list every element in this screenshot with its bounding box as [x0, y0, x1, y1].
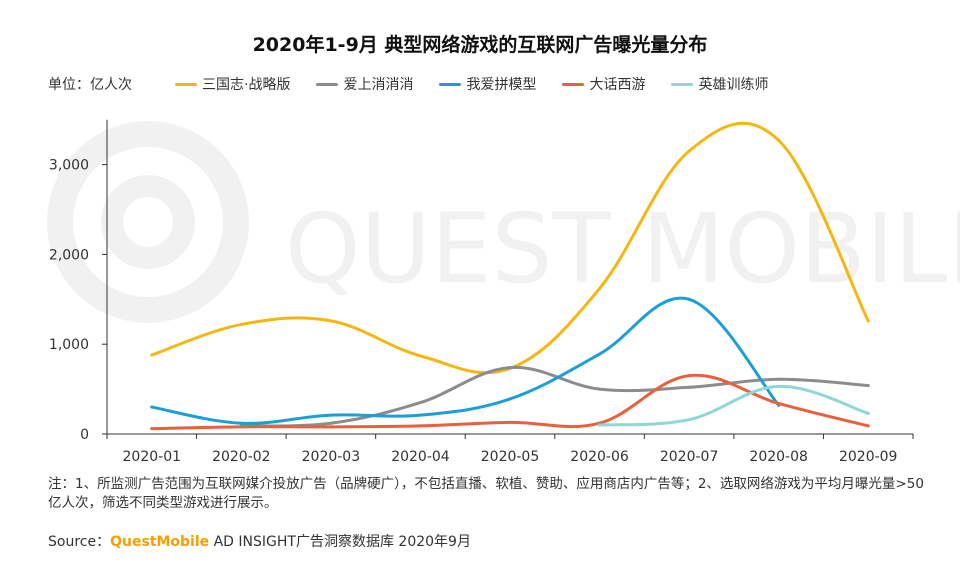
data-point	[329, 425, 333, 429]
data-point	[508, 366, 512, 370]
data-point	[418, 354, 422, 358]
legend-item: 三国志·战略版	[175, 74, 290, 94]
source-suffix: AD INSIGHT广告洞察数据库 2020年9月	[209, 534, 471, 550]
data-point	[866, 411, 870, 415]
data-point	[418, 401, 422, 405]
legend-item: 英雄训练师	[671, 74, 768, 94]
series-line	[239, 365, 870, 428]
legend-item: 爱上消消消	[316, 74, 413, 94]
watermark: QUEST MOBILE	[47, 121, 960, 323]
legend-label: 爱上消消消	[343, 77, 414, 93]
data-point	[329, 319, 333, 323]
source-prefix: Source：	[48, 534, 111, 550]
data-point	[329, 413, 333, 417]
data-point	[866, 319, 870, 323]
data-point	[239, 421, 243, 425]
x-tick-label: 2020-09	[839, 449, 898, 465]
data-point	[687, 149, 691, 153]
data-point	[239, 425, 243, 429]
data-point	[687, 418, 691, 422]
data-point	[150, 353, 154, 357]
unit-label: 单位：亿人次	[48, 77, 132, 93]
legend-swatch	[316, 82, 339, 86]
legend-item: 大话西游	[562, 74, 645, 94]
data-point	[150, 405, 154, 409]
legend-swatch	[439, 82, 462, 86]
x-tick-label: 2020-07	[660, 449, 719, 465]
legend-swatch	[562, 82, 585, 86]
data-point	[777, 401, 781, 405]
chart-legend: 三国志·战略版 爱上消消消 我爱拼模型 大话西游 英雄训练师	[175, 74, 794, 94]
series-line	[150, 296, 781, 425]
data-point	[777, 384, 781, 388]
x-tick-label: 2020-05	[481, 449, 540, 465]
series-line	[150, 373, 870, 431]
legend-item: 我爱拼模型	[439, 74, 536, 94]
legend-label: 我爱拼模型	[466, 77, 537, 93]
data-point	[866, 424, 870, 428]
y-tick-label: 2,000	[49, 247, 89, 263]
legend-label: 英雄训练师	[698, 77, 769, 93]
data-point	[777, 138, 781, 142]
chart-title: 2020年1-9月 典型网络游戏的互联网广告曝光量分布	[252, 34, 708, 56]
footnote: 注：1、所监测广告范围为互联网媒介投放广告（品牌硬广），不包括直播、软植、赞助、…	[48, 476, 924, 511]
x-tick-label: 2020-06	[570, 449, 629, 465]
data-point	[598, 352, 602, 356]
y-tick-label: 3,000	[49, 158, 89, 174]
data-point	[777, 377, 781, 381]
legend-swatch	[671, 82, 694, 86]
y-tick-label: 0	[80, 427, 89, 443]
x-tick-label: 2020-08	[749, 449, 808, 465]
source-line: Source：QuestMobile AD INSIGHT广告洞察数据库 202…	[48, 531, 471, 551]
data-point	[687, 385, 691, 389]
legend-label: 大话西游	[589, 77, 646, 93]
x-tick-label: 2020-01	[123, 449, 182, 465]
data-point	[150, 427, 154, 431]
watermark-text: QUEST MOBILE	[285, 193, 960, 305]
legend-label: 三国志·战略版	[202, 77, 291, 93]
series-line	[598, 384, 870, 427]
data-point	[687, 374, 691, 378]
data-point	[239, 322, 243, 326]
data-point	[598, 287, 602, 291]
source-brand: QuestMobile	[110, 534, 210, 550]
y-tick-label: 1,000	[49, 337, 89, 353]
data-point	[598, 387, 602, 391]
data-point	[508, 420, 512, 424]
data-point	[418, 413, 422, 417]
x-tick-label: 2020-04	[391, 449, 450, 465]
x-tick-label: 2020-02	[212, 449, 271, 465]
data-point	[508, 397, 512, 401]
data-point	[329, 421, 333, 425]
legend-swatch	[175, 82, 197, 86]
data-point	[598, 423, 602, 427]
x-tick-label: 2020-03	[302, 449, 361, 465]
data-point	[687, 297, 691, 301]
data-point	[866, 384, 870, 388]
data-point	[418, 424, 422, 428]
